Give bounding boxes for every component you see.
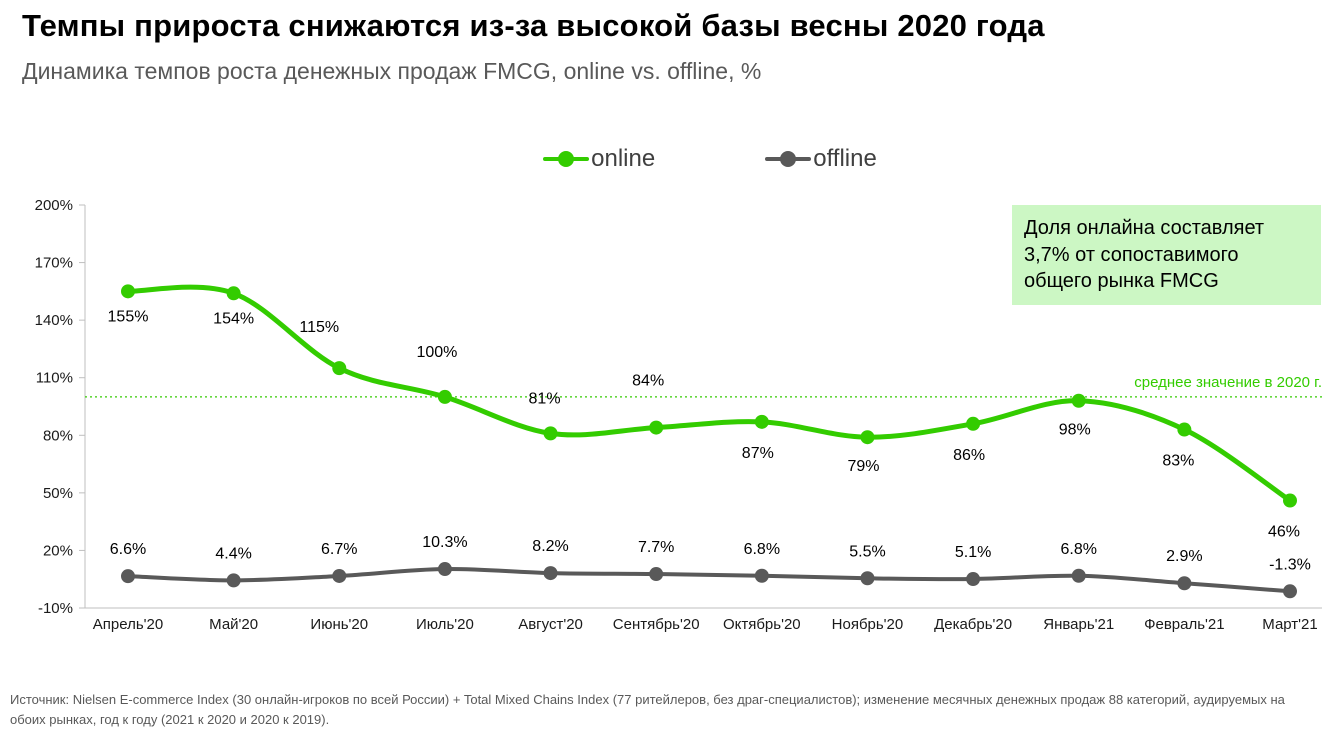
offline-series-marker-icon [765,150,812,168]
x-tick-label: Декабрь'20 [934,616,1012,633]
data-label-online: 98% [1059,422,1091,439]
data-label-online: 154% [213,310,254,327]
x-tick-label: Февраль'21 [1144,616,1225,633]
growth-rate-line-chart: 200% 170% 140% 110% 80% 50% 20% -10% Апрель'20 Ма… [35,197,1322,633]
chart-legend: online offline [45,145,1330,173]
data-point-online [1177,422,1192,437]
data-label-offline: 6.6% [110,541,146,558]
data-label-online: 79% [847,458,879,475]
x-tick-label: Май'20 [209,616,258,633]
data-label-online: 115% [299,319,339,336]
data-point-online [121,284,135,299]
data-label-offline: 6.7% [321,541,357,558]
x-tick-label: Октябрь'20 [723,616,801,633]
legend-item-offline[interactable]: offline [765,145,877,173]
x-tick-label: Январь'21 [1043,616,1114,633]
data-point-offline [966,572,981,587]
average-line-label: среднее значение в 2020 г. [1134,374,1322,391]
data-label-online: 83% [1162,453,1194,470]
y-tick-label: 80% [43,427,73,444]
y-tick-label: 50% [43,485,73,502]
data-point-offline [1283,584,1297,599]
x-tick-label: Июнь'20 [310,616,368,633]
x-tick-label: Август'20 [518,616,583,633]
data-point-online [860,430,875,445]
data-point-online [437,389,452,404]
data-label-offline: 6.8% [744,541,780,558]
data-point-online [543,426,558,441]
x-tick-label: Март'21 [1262,616,1317,633]
data-point-offline [226,573,241,588]
data-label-online: 87% [742,445,774,462]
y-tick-label: -10% [38,600,73,617]
legend-item-online[interactable]: online [543,145,655,173]
data-point-offline [649,567,664,582]
data-label-offline: 5.5% [849,543,885,560]
data-point-online [1071,393,1086,408]
data-point-offline [860,571,875,586]
page-subtitle: Динамика темпов роста денежных продаж FM… [22,58,762,84]
x-tick-label: Сентябрь'20 [613,616,700,633]
data-label-online: 84% [632,373,664,390]
y-tick-label: 200% [35,197,73,214]
y-tick-label: 140% [35,312,73,329]
legend-online-label: online [591,145,656,172]
data-point-offline [121,569,135,584]
data-point-online [226,286,241,301]
data-point-offline [754,568,769,583]
data-label-online: 86% [953,447,985,464]
data-point-online [966,416,981,431]
y-tick-label: 110% [36,370,73,387]
annotation-box: Доля онлайна составляет 3,7% от сопостав… [1012,205,1321,305]
data-point-online [649,420,664,435]
data-point-offline [1071,568,1086,583]
data-label-offline: 4.4% [215,545,251,562]
data-label-offline: 5.1% [955,544,991,561]
data-point-online [754,414,769,429]
data-label-online: 81% [529,390,561,407]
legend-offline-label: offline [813,145,877,172]
series-line-online [125,284,1293,503]
series-line-offline [126,566,1292,594]
data-point-offline [1177,576,1192,591]
data-label-offline: -1.3% [1269,556,1311,573]
data-point-offline [332,568,347,583]
x-tick-label: Апрель'20 [93,616,163,633]
y-tick-label: 170% [35,255,73,272]
data-label-online: 46% [1268,524,1300,541]
data-point-offline [437,562,452,577]
data-label-offline: 2.9% [1166,548,1202,565]
data-label-online: 100% [416,344,457,361]
x-tick-label: Ноябрь'20 [832,616,904,633]
data-point-online [332,361,347,376]
page-title: Темпы прироста снижаются из-за высокой б… [22,8,1045,43]
data-label-online: 155% [108,308,149,325]
data-label-offline: 10.3% [422,534,467,551]
x-tick-label: Июль'20 [416,616,474,633]
source-note: Источник: Nielsen E-commerce Index (30 о… [10,692,1285,727]
data-point-offline [543,566,558,581]
data-point-online [1283,493,1297,508]
data-label-offline: 8.2% [532,538,568,555]
y-tick-label: 20% [43,542,73,559]
data-label-offline: 7.7% [638,539,674,556]
online-series-marker-icon [543,150,590,168]
data-label-offline: 6.8% [1060,541,1096,558]
